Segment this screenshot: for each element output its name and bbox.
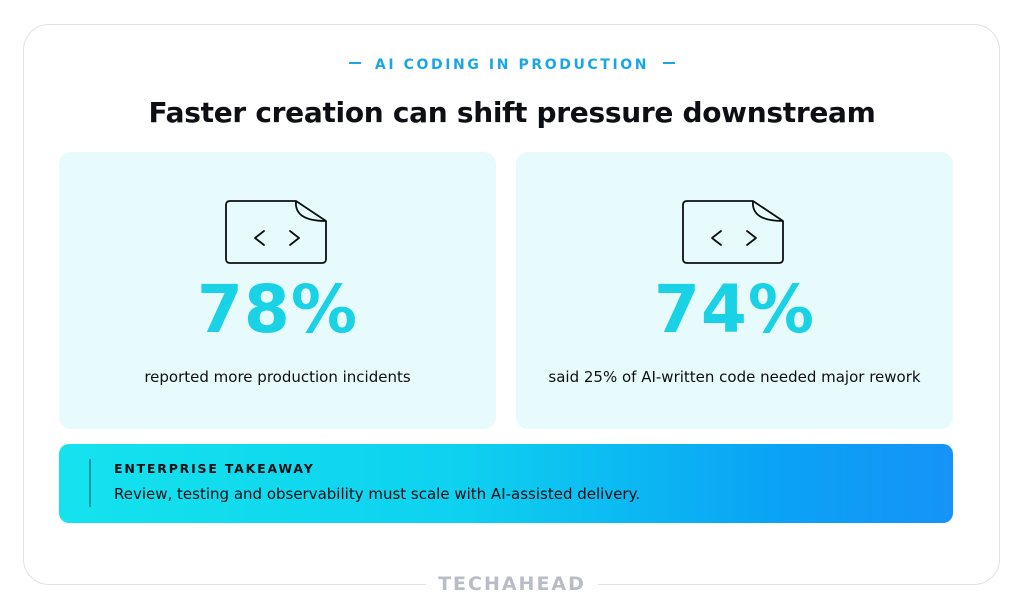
- code-file-icon: [681, 200, 784, 264]
- stat-caption: reported more production incidents: [144, 368, 411, 386]
- stat-caption: said 25% of AI-written code needed major…: [548, 368, 921, 386]
- eyebrow: AI CODING IN PRODUCTION: [0, 57, 1024, 73]
- page-title: Faster creation can shift pressure downs…: [148, 96, 876, 129]
- eyebrow-dash-right: [663, 62, 676, 64]
- takeaway-label: ENTERPRISE TAKEAWAY: [114, 461, 315, 476]
- takeaway-accent-bar: [89, 459, 91, 507]
- eyebrow-dash-left: [348, 62, 361, 64]
- takeaway-text: Review, testing and observability must s…: [114, 485, 641, 503]
- brand-logo: TECHAHEAD: [0, 573, 1024, 595]
- brand-text: TECHAHEAD: [426, 573, 598, 595]
- stat-value: 78%: [197, 271, 358, 348]
- stat-card-incidents: 78% reported more production incidents: [59, 152, 496, 429]
- code-file-icon: [224, 200, 327, 264]
- eyebrow-text: AI CODING IN PRODUCTION: [374, 57, 650, 73]
- stat-card-rework: 74% said 25% of AI-written code needed m…: [516, 152, 953, 429]
- enterprise-takeaway-banner: ENTERPRISE TAKEAWAY Review, testing and …: [59, 444, 953, 523]
- stat-value: 74%: [654, 271, 815, 348]
